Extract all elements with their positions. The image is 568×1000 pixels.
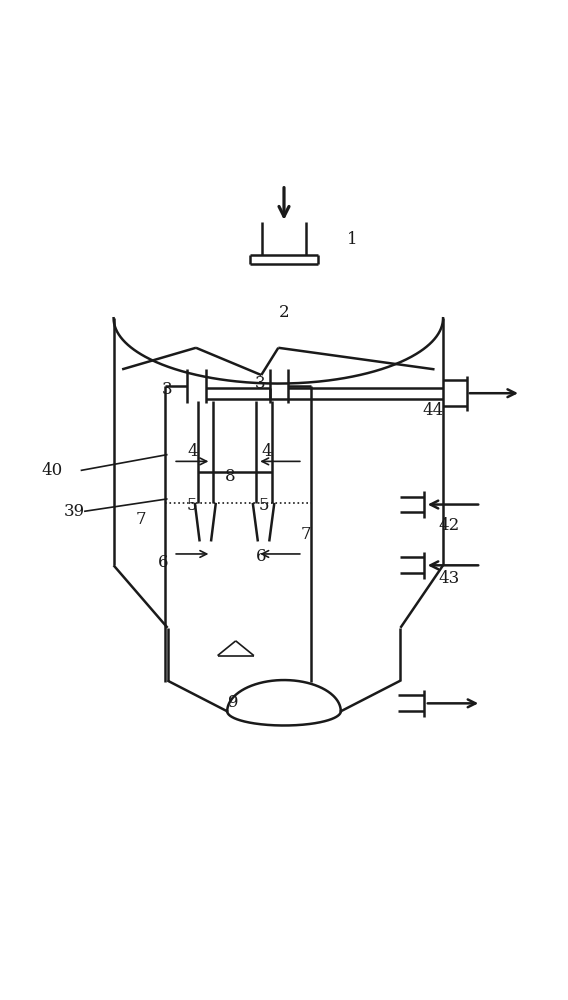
Text: 3: 3	[162, 381, 173, 398]
Text: 7: 7	[136, 511, 146, 528]
Text: 5: 5	[259, 497, 269, 514]
Text: 5: 5	[187, 497, 197, 514]
Text: 2: 2	[279, 304, 289, 321]
Text: 40: 40	[41, 462, 63, 479]
Text: 6: 6	[158, 554, 169, 571]
Text: 44: 44	[422, 402, 444, 419]
Text: 6: 6	[256, 548, 266, 565]
Text: 8: 8	[225, 468, 235, 485]
Text: 4: 4	[188, 443, 198, 460]
Text: 3: 3	[255, 375, 265, 392]
Text: 39: 39	[63, 503, 85, 520]
Text: 42: 42	[438, 517, 460, 534]
Text: 7: 7	[300, 526, 311, 543]
Text: 4: 4	[262, 443, 272, 460]
Text: 9: 9	[228, 694, 238, 711]
Text: 1: 1	[347, 231, 357, 248]
Text: 43: 43	[438, 570, 460, 587]
